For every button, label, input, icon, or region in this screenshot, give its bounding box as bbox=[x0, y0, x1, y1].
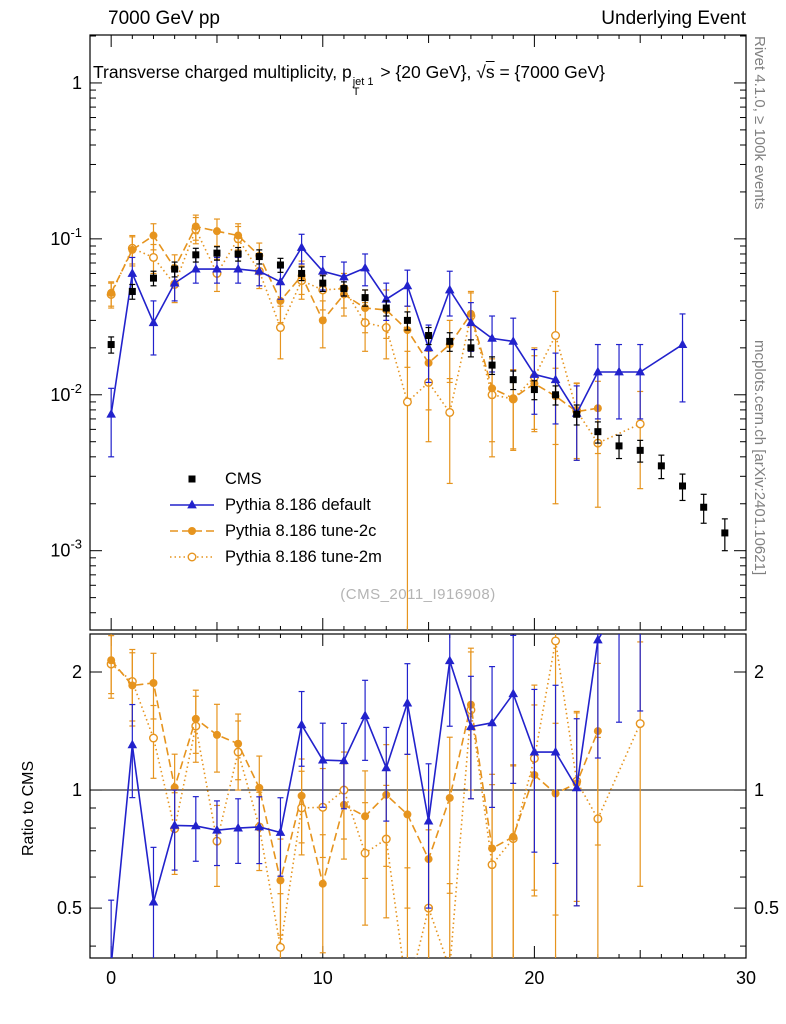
svg-text:2: 2 bbox=[754, 662, 764, 682]
svg-text:1: 1 bbox=[72, 73, 82, 93]
legend-label: Pythia 8.186 tune-2m bbox=[225, 547, 382, 566]
legend: CMS Pythia 8.186 default Pythia 8.186 tu… bbox=[168, 466, 382, 570]
pythia-default-marker-icon bbox=[170, 499, 214, 509]
legend-label: Pythia 8.186 tune-2c bbox=[225, 521, 377, 540]
svg-text:0: 0 bbox=[106, 968, 116, 988]
svg-text:10-1: 10-1 bbox=[50, 225, 82, 249]
svg-text:2: 2 bbox=[72, 662, 82, 682]
title-superscript: jet 1 bbox=[352, 76, 374, 88]
svg-text:0.5: 0.5 bbox=[754, 898, 779, 918]
legend-label: CMS bbox=[225, 469, 262, 488]
svg-text:0.5: 0.5 bbox=[57, 898, 82, 918]
beam-energy-label: 7000 GeV pp bbox=[108, 8, 220, 29]
legend-item-pythia-default: Pythia 8.186 default bbox=[168, 492, 382, 518]
title-cut-text: > {20 GeV}, bbox=[375, 62, 477, 82]
pythia-tune2m-marker-icon bbox=[170, 552, 214, 562]
legend-item-cms: CMS bbox=[168, 466, 382, 492]
sqrt-argument: s bbox=[485, 62, 495, 82]
cms-marker-icon bbox=[188, 475, 196, 483]
rivet-version-note: Rivet 4.1.0, ≥ 100k events bbox=[751, 36, 768, 210]
svg-text:10-3: 10-3 bbox=[50, 537, 82, 561]
svg-text:1: 1 bbox=[72, 780, 82, 800]
title-energy-text: = {7000 GeV} bbox=[494, 62, 606, 82]
sqrt-symbol: √ bbox=[476, 62, 486, 82]
analysis-id-watermark: (CMS_2011_I916908) bbox=[340, 586, 496, 603]
title-prefix: Transverse charged multiplicity, p bbox=[93, 62, 352, 82]
svg-text:1: 1 bbox=[754, 780, 764, 800]
svg-text:20: 20 bbox=[524, 968, 544, 988]
mcplots-attribution-note: mcplots.cern.ch [arXiv:2401.10621] bbox=[751, 340, 768, 576]
title-subscript: T bbox=[352, 86, 360, 98]
analysis-category-label: Underlying Event bbox=[601, 8, 746, 29]
legend-item-pythia-tune2m: Pythia 8.186 tune-2m bbox=[168, 544, 382, 570]
ratio-axis-label: Ratio to CMS bbox=[20, 760, 37, 856]
legend-item-pythia-tune2c: Pythia 8.186 tune-2c bbox=[168, 518, 382, 544]
pythia-tune2c-marker-icon bbox=[170, 527, 214, 535]
svg-text:10: 10 bbox=[313, 968, 333, 988]
svg-text:10-2: 10-2 bbox=[50, 381, 82, 405]
svg-text:30: 30 bbox=[736, 968, 756, 988]
legend-label: Pythia 8.186 default bbox=[225, 495, 371, 514]
